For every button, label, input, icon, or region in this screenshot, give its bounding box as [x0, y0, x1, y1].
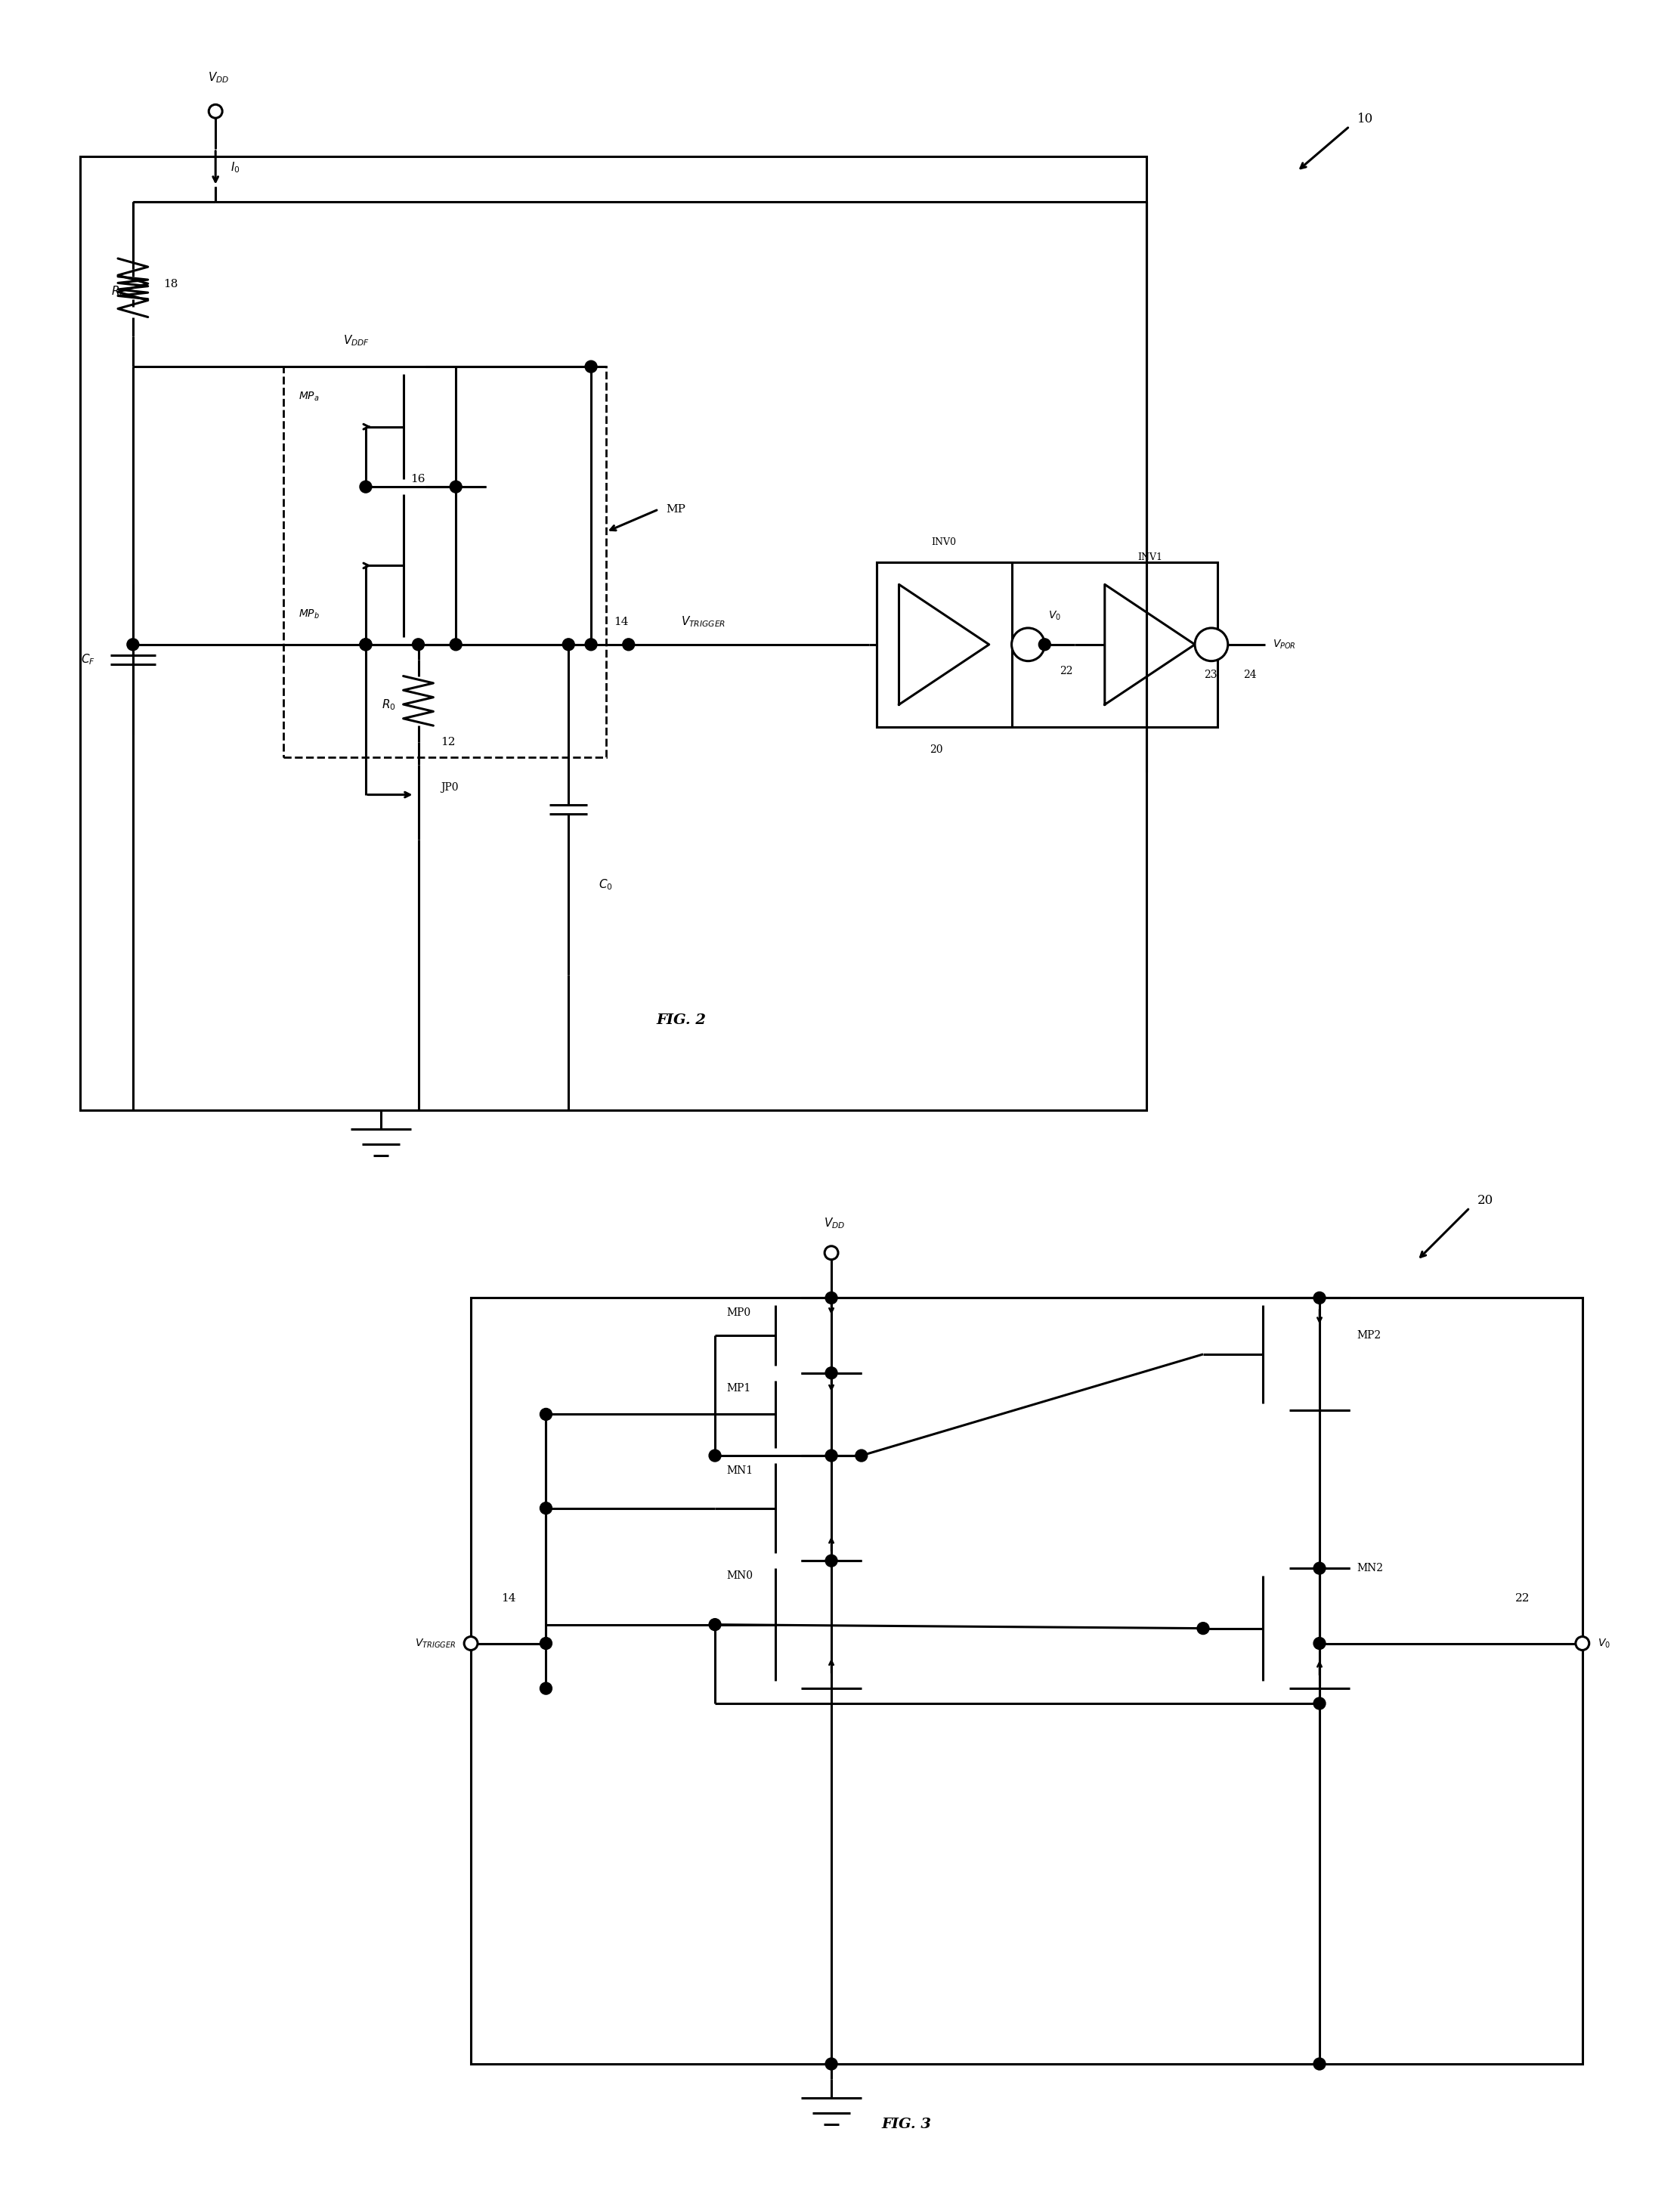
- Circle shape: [825, 1246, 838, 1260]
- Text: $V_0$: $V_0$: [1598, 1637, 1609, 1650]
- Text: $MP_a$: $MP_a$: [297, 390, 319, 404]
- Text: MP2: MP2: [1357, 1330, 1381, 1341]
- Circle shape: [1314, 1562, 1326, 1575]
- Circle shape: [1576, 1637, 1589, 1650]
- Circle shape: [539, 1502, 553, 1513]
- Text: $MP_b$: $MP_b$: [297, 609, 319, 620]
- Circle shape: [464, 1637, 477, 1650]
- Text: 14: 14: [501, 1593, 516, 1604]
- Circle shape: [450, 638, 462, 651]
- Circle shape: [208, 104, 222, 119]
- Bar: [877, 563, 1011, 728]
- Text: FIG. 3: FIG. 3: [882, 2118, 931, 2131]
- Circle shape: [412, 638, 425, 651]
- Text: JP0: JP0: [440, 781, 459, 792]
- Circle shape: [709, 1449, 721, 1463]
- Circle shape: [1194, 629, 1228, 662]
- Circle shape: [360, 638, 371, 651]
- Text: 22: 22: [1515, 1593, 1530, 1604]
- Text: 20: 20: [931, 743, 942, 754]
- Text: $R_F$: $R_F$: [111, 285, 126, 298]
- Text: 18: 18: [163, 278, 178, 289]
- Circle shape: [585, 360, 596, 373]
- Circle shape: [539, 1637, 553, 1650]
- Text: $V_{DDF}$: $V_{DDF}$: [343, 333, 370, 349]
- Text: MN0: MN0: [726, 1571, 753, 1582]
- Circle shape: [825, 1293, 837, 1304]
- Circle shape: [825, 1449, 837, 1463]
- Circle shape: [1314, 1293, 1326, 1304]
- Text: $V_{DD}$: $V_{DD}$: [208, 71, 230, 86]
- Text: $V_0$: $V_0$: [1048, 609, 1062, 622]
- Bar: [81, 157, 1147, 1110]
- Text: 16: 16: [412, 474, 425, 485]
- Text: 20: 20: [1477, 1193, 1494, 1207]
- Text: $V_{DD}$: $V_{DD}$: [823, 1216, 845, 1231]
- Circle shape: [128, 638, 139, 651]
- Circle shape: [539, 1407, 553, 1421]
- Circle shape: [623, 638, 635, 651]
- Text: MP0: MP0: [726, 1308, 751, 1319]
- Text: FIG. 2: FIG. 2: [657, 1013, 706, 1026]
- Circle shape: [450, 481, 462, 492]
- Bar: [470, 1297, 1583, 2065]
- Text: 23: 23: [1205, 668, 1216, 679]
- Circle shape: [563, 638, 575, 651]
- Circle shape: [1038, 638, 1050, 651]
- Text: $C_F$: $C_F$: [81, 653, 96, 666]
- Circle shape: [825, 1555, 837, 1566]
- Text: 12: 12: [440, 737, 455, 748]
- Circle shape: [539, 1683, 553, 1694]
- Text: $V_{POR}$: $V_{POR}$: [1273, 638, 1297, 651]
- Circle shape: [360, 638, 371, 651]
- Text: 14: 14: [613, 618, 628, 627]
- Text: $V_{TRIGGER}$: $V_{TRIGGER}$: [680, 615, 726, 629]
- Text: $C_0$: $C_0$: [598, 878, 613, 891]
- Text: MP: MP: [667, 503, 685, 514]
- Circle shape: [1314, 2058, 1326, 2069]
- Text: MP1: MP1: [726, 1383, 751, 1394]
- Text: $R_0$: $R_0$: [381, 697, 396, 713]
- Bar: [877, 563, 1218, 728]
- Circle shape: [585, 638, 596, 651]
- Circle shape: [825, 1368, 837, 1379]
- Circle shape: [1314, 1696, 1326, 1710]
- Circle shape: [825, 2058, 837, 2069]
- Circle shape: [1011, 629, 1045, 662]
- Circle shape: [855, 1449, 867, 1463]
- Text: 22: 22: [1060, 666, 1074, 675]
- Text: INV0: INV0: [931, 536, 956, 547]
- Circle shape: [1314, 1637, 1326, 1650]
- Bar: [284, 366, 606, 757]
- Text: MN2: MN2: [1357, 1564, 1384, 1573]
- Text: $V_{TRIGGER}$: $V_{TRIGGER}$: [415, 1637, 455, 1650]
- Circle shape: [709, 1619, 721, 1630]
- Circle shape: [360, 481, 371, 492]
- Text: MN1: MN1: [726, 1465, 753, 1476]
- Text: $I_0$: $I_0$: [230, 161, 240, 174]
- Text: 24: 24: [1243, 668, 1257, 679]
- Text: 10: 10: [1357, 113, 1373, 126]
- Text: INV1: INV1: [1137, 552, 1163, 563]
- Circle shape: [1198, 1621, 1210, 1635]
